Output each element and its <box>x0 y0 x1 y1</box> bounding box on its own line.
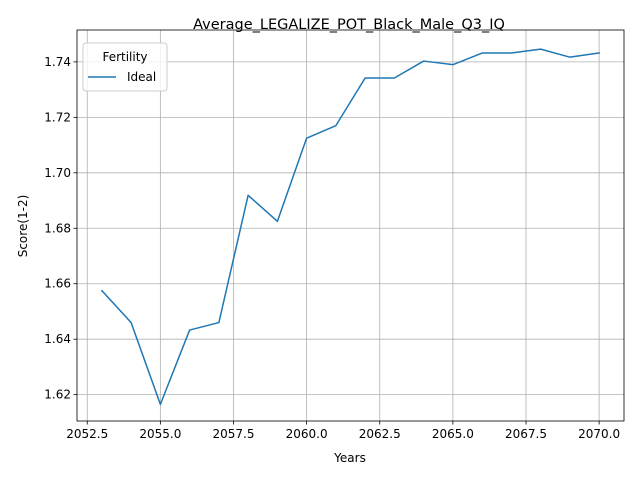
legend-title: Fertility <box>102 50 147 64</box>
legend-label-ideal: Ideal <box>127 70 156 84</box>
chart-title: Average_LEGALIZE_POT_Black_Male_Q3_IQ <box>193 17 505 33</box>
x-tick-label: 2055.0 <box>139 427 181 441</box>
x-tick-label: 2057.5 <box>212 427 254 441</box>
y-tick-label: 1.72 <box>44 110 71 124</box>
legend: Fertility Ideal <box>82 42 168 92</box>
y-tick-label: 1.66 <box>44 277 71 291</box>
legend-box <box>82 42 168 92</box>
y-axis-label: Score(1-2) <box>16 195 30 258</box>
x-tick-label: 2065.0 <box>432 427 474 441</box>
x-tick-label: 2070.0 <box>578 427 620 441</box>
y-tick-label: 1.70 <box>44 166 71 180</box>
x-tick-label: 2052.5 <box>66 427 108 441</box>
y-tick-label: 1.64 <box>44 332 71 346</box>
ticks: 2052.5 2055.0 2057.5 2060.0 2062.5 2065.0 2067… <box>44 55 620 441</box>
plot-frame <box>76 29 625 422</box>
series-line-ideal <box>100 48 600 406</box>
x-axis-label: Years <box>333 451 366 465</box>
y-tick-label: 1.62 <box>44 388 71 402</box>
y-tick-label: 1.74 <box>44 55 71 69</box>
x-tick-label: 2062.5 <box>359 427 401 441</box>
series-layer <box>100 48 600 406</box>
x-tick-label: 2060.0 <box>286 427 328 441</box>
y-tick-label: 1.68 <box>44 221 71 235</box>
grid <box>77 30 624 421</box>
x-tick-label: 2067.5 <box>505 427 547 441</box>
